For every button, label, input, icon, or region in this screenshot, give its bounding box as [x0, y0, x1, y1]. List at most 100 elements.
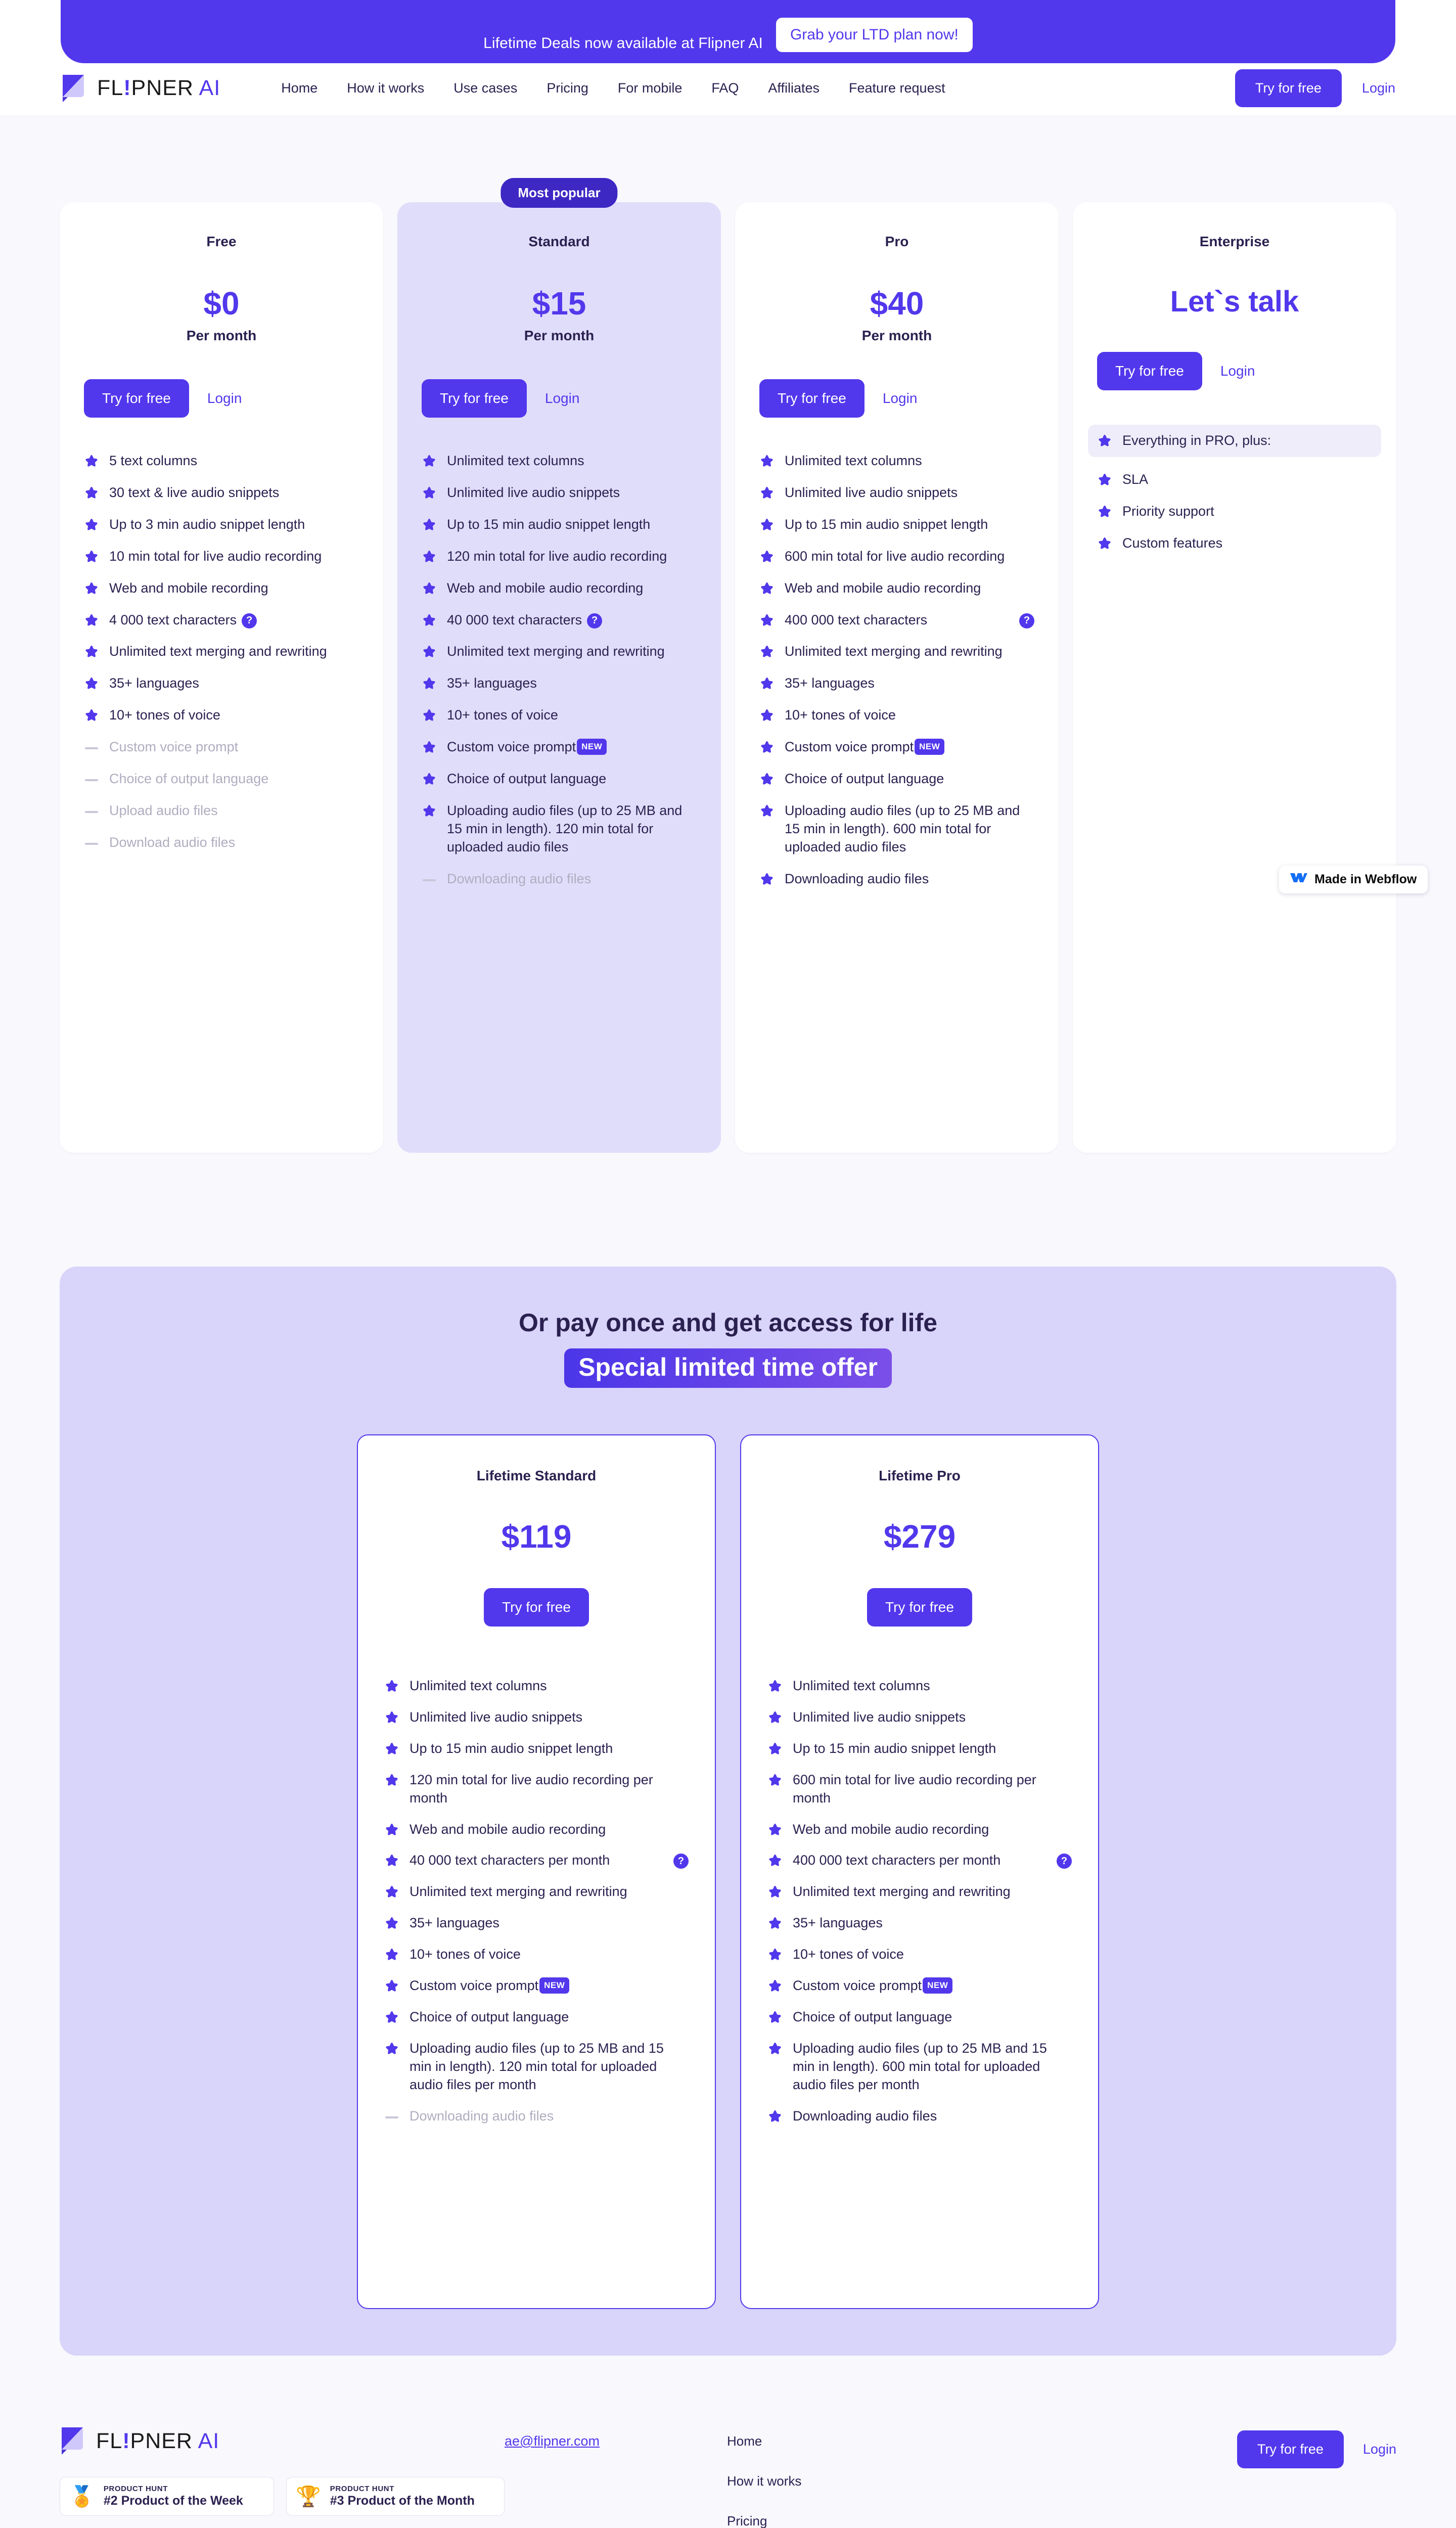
flipner-logo-icon	[60, 2426, 85, 2456]
star-icon	[422, 645, 437, 660]
plan-try-for-free-button[interactable]: Try for free	[1097, 352, 1202, 390]
feature-item: 35+ languages	[422, 674, 697, 693]
feature-label: Up to 3 min audio snippet length	[109, 516, 305, 532]
feature-item: 400 000 text characters per month ?	[767, 1852, 1072, 1870]
lifetime-card-lifetime-standard: Lifetime Standard $119 Try for free Unli…	[357, 1434, 716, 2309]
ph-label-week: PRODUCT HUNT	[103, 2485, 168, 2493]
plan-login-link[interactable]: Login	[882, 390, 918, 406]
grab-ltd-plan-button[interactable]: Grab your LTD plan now!	[776, 18, 973, 52]
feature-label: Web and mobile audio recording	[410, 1821, 606, 1837]
info-tooltip-icon[interactable]: ?	[587, 613, 603, 628]
ph-rank-month: #3 Product of the Month	[330, 2494, 475, 2508]
feature-item: 40 000 text characters ?	[422, 611, 697, 629]
feature-label: 120 min total for live audio recording	[447, 548, 667, 564]
feature-item: 120 min total for live audio recording p…	[384, 1771, 689, 1808]
feature-label: Web and mobile audio recording	[447, 580, 644, 596]
nav-link-how-it-works[interactable]: How it works	[347, 80, 425, 96]
feature-label: Web and mobile audio recording	[785, 580, 981, 596]
star-icon	[84, 676, 99, 692]
star-icon	[422, 454, 437, 469]
webflow-badge-label: Made in Webflow	[1314, 872, 1417, 886]
star-icon	[422, 518, 437, 533]
made-in-webflow-badge[interactable]: Made in Webflow	[1279, 866, 1428, 893]
feature-label: Choice of output language	[410, 2009, 569, 2024]
feature-item: Web and mobile audio recording	[422, 579, 697, 598]
feature-item: 5 text columns	[84, 452, 359, 470]
feature-item: 400 000 text characters ?	[759, 611, 1034, 629]
plan-period: Per month	[861, 328, 932, 343]
star-icon	[759, 581, 775, 597]
feature-label: 35+ languages	[793, 1915, 883, 1931]
nav-actions: Try for free Login	[1235, 69, 1395, 107]
feature-label: 35+ languages	[785, 675, 875, 691]
star-icon	[84, 613, 99, 628]
nav-link-pricing[interactable]: Pricing	[547, 80, 588, 96]
feature-item: Up to 15 min audio snippet length	[767, 1740, 1072, 1758]
footer-email-link[interactable]: ae@flipner.com	[505, 2433, 600, 2449]
lifetime-try-for-free-button[interactable]: Try for free	[867, 1588, 972, 1627]
feature-item: Choice of output language	[84, 770, 359, 788]
feature-item: 35+ languages	[759, 674, 1034, 693]
star-icon	[767, 1773, 783, 1788]
plan-try-for-free-button[interactable]: Try for free	[422, 379, 527, 418]
feature-item: Downloading audio files	[767, 2107, 1072, 2126]
dash-icon	[84, 804, 99, 819]
star-icon	[759, 613, 775, 628]
nav-link-affiliates[interactable]: Affiliates	[768, 80, 820, 96]
feature-label: 4 000 text characters	[109, 612, 237, 627]
footer-login-link[interactable]: Login	[1362, 2442, 1396, 2457]
feature-item: Unlimited live audio snippets	[759, 484, 1034, 502]
nav-link-home[interactable]: Home	[281, 80, 318, 96]
nav-link-faq[interactable]: FAQ	[711, 80, 739, 96]
site-logo[interactable]: FL!PNER AI	[61, 74, 220, 103]
footer-logo[interactable]: FL!PNER AI	[60, 2426, 505, 2456]
footer-link-home[interactable]: Home	[727, 2433, 762, 2449]
info-tooltip-icon[interactable]: ?	[1019, 613, 1034, 628]
plan-try-for-free-button[interactable]: Try for free	[759, 379, 864, 418]
feature-item: Uploading audio files (up to 25 MB and 1…	[759, 802, 1034, 856]
lifetime-subtitle-badge: Special limited time offer	[564, 1348, 892, 1388]
footer-link-pricing[interactable]: Pricing	[727, 2513, 767, 2528]
plan-name: Free	[206, 234, 237, 249]
nav-link-feature-request[interactable]: Feature request	[848, 80, 945, 96]
nav-link-for-mobile[interactable]: For mobile	[617, 80, 682, 96]
feature-label: Web and mobile recording	[109, 580, 268, 596]
plan-login-link[interactable]: Login	[1220, 363, 1255, 379]
announcement-bar: Lifetime Deals now available at Flipner …	[61, 0, 1395, 63]
star-icon	[1097, 505, 1112, 520]
lifetime-try-for-free-button[interactable]: Try for free	[484, 1588, 589, 1627]
plan-login-link[interactable]: Login	[544, 390, 580, 406]
feature-item: Web and mobile audio recording	[384, 1821, 689, 1839]
feature-label: Unlimited text columns	[447, 453, 584, 468]
feature-item: Up to 3 min audio snippet length	[84, 516, 359, 534]
star-icon	[759, 804, 775, 819]
footer-link-how-it-works[interactable]: How it works	[727, 2473, 802, 2489]
feature-item: 10+ tones of voice	[422, 706, 697, 725]
footer-try-for-free-button[interactable]: Try for free	[1237, 2430, 1344, 2468]
info-tooltip-icon[interactable]: ?	[242, 613, 257, 628]
feature-item: Custom voice prompt NEW	[767, 1977, 1072, 1995]
star-icon	[759, 740, 775, 755]
star-icon	[384, 1948, 399, 1963]
product-hunt-badge-month[interactable]: 🏆 PRODUCT HUNT #3 Product of the Month	[286, 2477, 505, 2516]
nav-login-link[interactable]: Login	[1361, 80, 1395, 96]
footer-brand-column: FL!PNER AI 🏅 PRODUCT HUNT #2 Product of …	[60, 2426, 505, 2528]
plan-try-for-free-button[interactable]: Try for free	[84, 379, 189, 418]
pricing-card-free: Free $0 Per month Try for free Login 5 t…	[60, 202, 383, 1153]
star-icon	[422, 740, 437, 755]
plan-login-link[interactable]: Login	[207, 390, 242, 406]
info-tooltip-icon[interactable]: ?	[673, 1854, 689, 1869]
feature-label: Uploading audio files (up to 25 MB and 1…	[785, 802, 1020, 854]
feature-item: 10 min total for live audio recording	[84, 548, 359, 566]
feature-item: Web and mobile recording	[84, 579, 359, 598]
star-icon	[384, 1679, 399, 1694]
logo-wordmark: FL!PNER AI	[97, 76, 221, 100]
info-tooltip-icon[interactable]: ?	[1057, 1854, 1072, 1869]
dash-icon	[84, 740, 99, 755]
feature-label: 40 000 text characters per month	[410, 1853, 610, 1868]
nav-link-use-cases[interactable]: Use cases	[453, 80, 518, 96]
feature-item: 600 min total for live audio recording	[759, 548, 1034, 566]
new-badge: NEW	[539, 1977, 570, 1994]
nav-try-for-free-button[interactable]: Try for free	[1235, 69, 1342, 107]
product-hunt-badge-week[interactable]: 🏅 PRODUCT HUNT #2 Product of the Week	[60, 2477, 274, 2516]
